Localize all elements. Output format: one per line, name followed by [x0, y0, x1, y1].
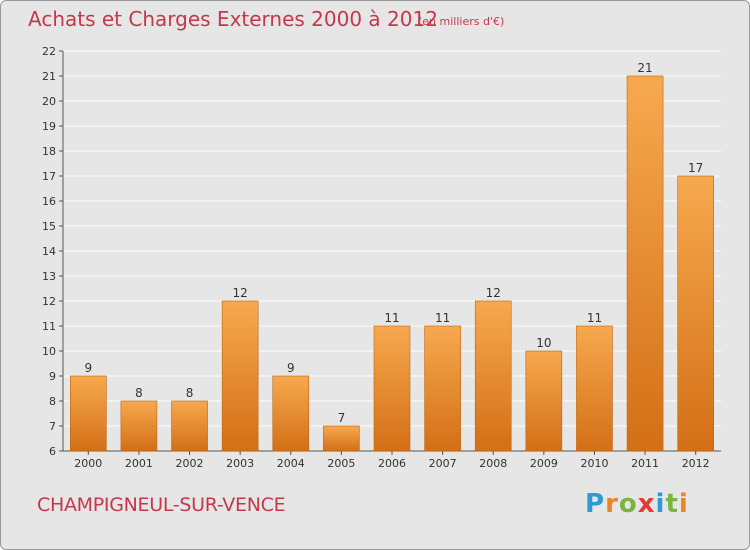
x-tick-label-2008: 2008 [479, 457, 507, 470]
chart-subtitle: (en milliers d'€) [418, 15, 505, 28]
data-label-2010: 11 [587, 311, 602, 325]
bar-2003 [221, 300, 259, 452]
logo-letter: P [585, 489, 606, 519]
bar-2000 [70, 375, 107, 452]
logo-letter: x [637, 489, 656, 519]
logo-letter: t [665, 489, 679, 519]
bar-2004 [272, 375, 310, 452]
y-tick-label: 18 [42, 145, 56, 158]
bar-2005 [323, 425, 360, 452]
x-tick-label-2005: 2005 [327, 457, 355, 470]
x-tick-label-2012: 2012 [682, 457, 710, 470]
x-tick-label-2006: 2006 [378, 457, 406, 470]
data-label-2009: 10 [536, 336, 551, 350]
y-tick-label: 14 [42, 245, 56, 258]
bar-2006 [373, 325, 411, 452]
y-tick-label: 21 [42, 70, 56, 83]
data-label-2005: 7 [338, 411, 346, 425]
y-tick-label: 10 [42, 345, 56, 358]
x-tick-label-2002: 2002 [176, 457, 204, 470]
bar-2009 [525, 350, 563, 452]
bar-2008 [474, 300, 512, 452]
proxiti-logo: Proxiti [585, 489, 689, 519]
x-tick-label-2010: 2010 [580, 457, 608, 470]
chart-title: Achats et Charges Externes 2000 à 2012 [28, 7, 438, 31]
x-tick-label-2000: 2000 [74, 457, 102, 470]
data-label-2002: 8 [186, 386, 194, 400]
data-label-2007: 11 [435, 311, 450, 325]
place-name: CHAMPIGNEUL-SUR-VENCE [37, 494, 286, 516]
logo-letter: r [605, 489, 619, 519]
y-tick-label: 9 [49, 370, 56, 383]
bar-2001 [120, 400, 158, 452]
data-label-2008: 12 [486, 286, 501, 300]
data-label-2011: 21 [637, 61, 652, 75]
y-tick-label: 13 [42, 270, 56, 283]
y-tick-label: 12 [42, 295, 56, 308]
x-tick-label-2001: 2001 [125, 457, 153, 470]
data-label-2004: 9 [287, 361, 295, 375]
data-label-2006: 11 [384, 311, 399, 325]
data-label-2001: 8 [135, 386, 143, 400]
bar-2010 [576, 325, 613, 452]
x-tick-label-2009: 2009 [530, 457, 558, 470]
data-label-2000: 9 [84, 361, 92, 375]
logo-letter: i [655, 489, 666, 519]
bar-2012 [677, 175, 714, 452]
y-tick-label: 6 [49, 445, 56, 458]
y-tick-label: 15 [42, 220, 56, 233]
y-tick-label: 16 [42, 195, 56, 208]
data-label-2003: 12 [233, 286, 248, 300]
logo-letter: i [678, 489, 689, 519]
bar-2002 [171, 400, 208, 452]
x-tick-label-2003: 2003 [226, 457, 254, 470]
y-tick-label: 19 [42, 120, 56, 133]
x-tick-label-2007: 2007 [429, 457, 457, 470]
y-tick-label: 8 [49, 395, 56, 408]
bar-2011 [626, 75, 664, 452]
x-tick-label-2011: 2011 [631, 457, 659, 470]
logo-letter: o [618, 489, 638, 519]
y-tick-label: 11 [42, 320, 56, 333]
data-label-2012: 17 [688, 161, 703, 175]
y-tick-label: 7 [49, 420, 56, 433]
bar-2007 [424, 325, 461, 452]
y-tick-label: 17 [42, 170, 56, 183]
x-tick-label-2004: 2004 [277, 457, 305, 470]
y-tick-label: 22 [42, 45, 56, 58]
y-tick-label: 20 [42, 95, 56, 108]
